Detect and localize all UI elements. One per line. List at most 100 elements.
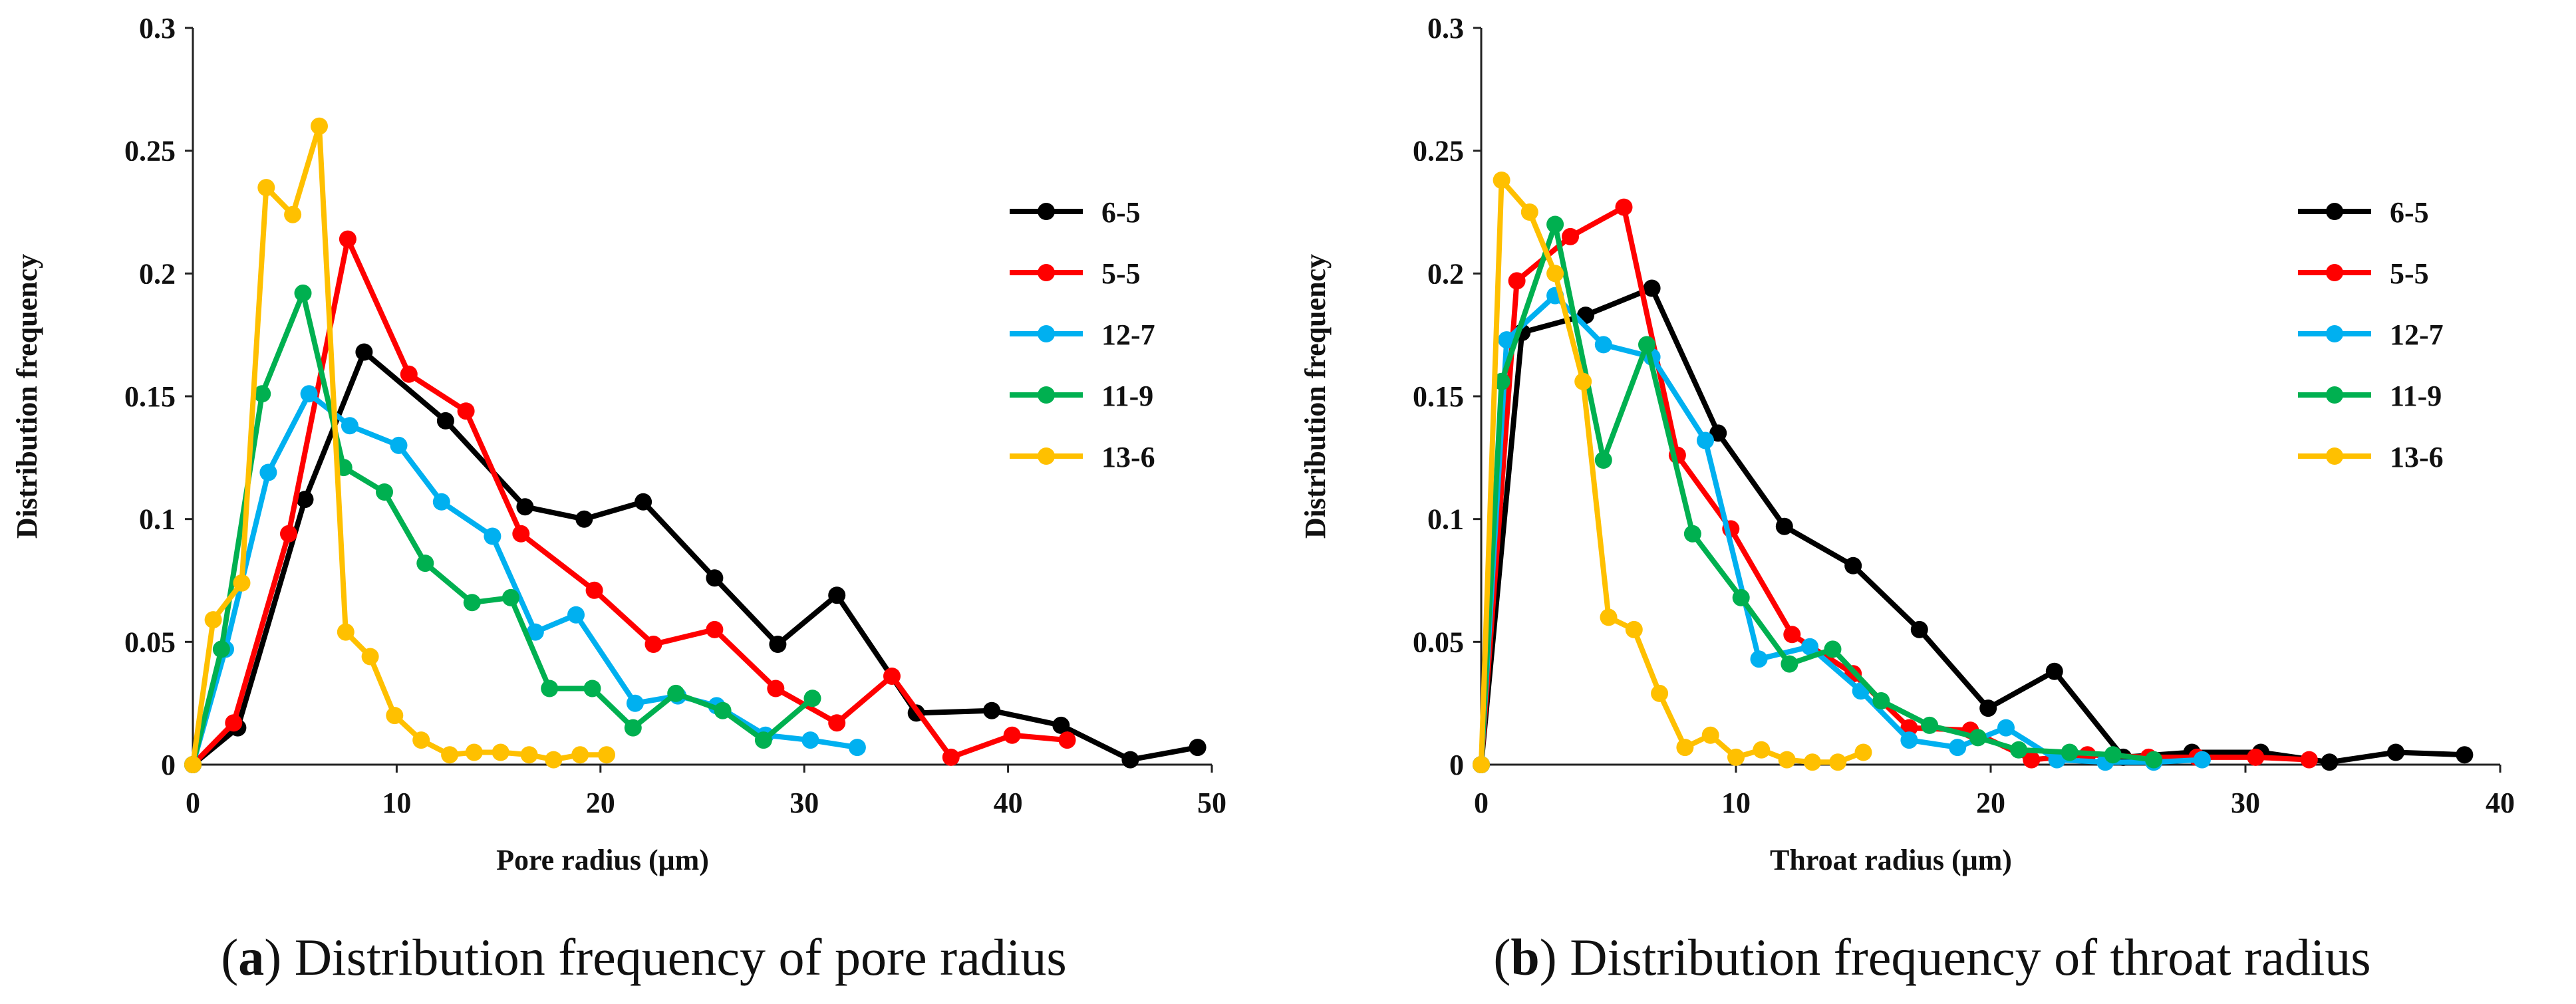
legend-item: 5-5 — [2298, 257, 2429, 290]
series-line — [1479, 204, 2309, 765]
data-point — [2300, 751, 2318, 769]
series-12-7 — [1473, 287, 2211, 773]
data-point — [801, 731, 819, 749]
data-point — [1651, 684, 1669, 702]
data-point — [1969, 729, 1987, 747]
legend-item: 13-6 — [1010, 441, 1155, 473]
series-line — [1479, 178, 1864, 765]
data-point — [259, 463, 277, 481]
data-point — [2010, 741, 2028, 759]
data-point — [1979, 699, 1997, 717]
legend-item: 12-7 — [1010, 318, 1155, 351]
chart-throat-radius: 0 0.05 0.1 0.15 0.2 0.25 0.3 0 10 20 30 40 Throat ra… — [1299, 12, 2515, 876]
y-tick-label: 0.2 — [139, 257, 176, 290]
legend-item: 11-9 — [2298, 380, 2442, 412]
legend-marker — [1038, 264, 1055, 281]
x-axis-title: Pore radius (μm) — [496, 844, 709, 876]
data-point — [436, 412, 454, 430]
data-point — [2321, 753, 2339, 771]
data-point — [341, 417, 358, 435]
x-tick-label: 20 — [586, 787, 615, 819]
data-point — [457, 402, 475, 420]
data-point — [2387, 743, 2404, 761]
x-tick-label: 40 — [2486, 787, 2515, 819]
caption-b: (b) Distribution frequency of throat rad… — [1493, 928, 2371, 986]
y-tick-label: 0.25 — [124, 135, 176, 168]
legend-label: 11-9 — [1101, 380, 1153, 412]
legend-item: 6-5 — [2298, 196, 2429, 229]
y-axis-title: Distribution frequency — [11, 254, 43, 539]
y-tick-label: 0 — [161, 749, 176, 781]
y-tick-label: 0.1 — [139, 503, 176, 536]
data-point — [1750, 650, 1768, 668]
panel-b: 0 0.05 0.1 0.15 0.2 0.25 0.3 0 10 20 30 40 Throat ra… — [1288, 0, 2576, 1004]
data-point — [516, 498, 534, 516]
data-point — [284, 205, 302, 223]
data-point — [233, 574, 251, 592]
data-point — [520, 746, 538, 764]
series-line — [1479, 285, 2465, 765]
data-point — [2048, 751, 2066, 769]
x-tick-label: 0 — [186, 787, 200, 819]
series-line — [1479, 293, 2203, 765]
data-point — [767, 680, 785, 697]
data-point — [706, 569, 724, 587]
data-point — [386, 707, 404, 725]
legend-marker — [2326, 203, 2343, 220]
data-point — [2145, 751, 2163, 769]
data-point — [1625, 620, 1643, 638]
data-point — [512, 525, 530, 543]
data-point — [1727, 748, 1745, 766]
series-5-5 — [1473, 198, 2318, 773]
data-point — [1803, 753, 1821, 771]
legend-marker — [2326, 325, 2343, 342]
x-tick-label: 30 — [789, 787, 819, 819]
legend-marker — [1038, 386, 1055, 404]
data-point — [2456, 746, 2474, 764]
data-point — [296, 491, 314, 509]
data-point — [204, 611, 222, 629]
data-point — [769, 636, 787, 653]
data-point — [754, 731, 772, 749]
data-point — [1775, 517, 1793, 535]
data-point — [212, 640, 230, 658]
data-point — [541, 680, 559, 697]
data-point — [1676, 739, 1694, 757]
legend-item: 6-5 — [1010, 196, 1141, 229]
series-11-9 — [1473, 215, 2163, 773]
data-point — [1900, 731, 1918, 749]
legend-marker — [1038, 325, 1055, 342]
data-point — [1997, 719, 2015, 737]
x-tick-label: 0 — [1474, 787, 1489, 819]
series-12-7 — [184, 385, 866, 773]
data-point — [2247, 748, 2265, 766]
x-axis-title: Throat radius (μm) — [1770, 844, 2012, 876]
data-point — [2104, 746, 2122, 764]
data-point — [714, 701, 732, 719]
y-tick-label: 0.3 — [139, 12, 176, 45]
data-point — [1701, 726, 1719, 744]
x-tick-label: 40 — [994, 787, 1023, 819]
data-point — [339, 230, 357, 248]
data-point — [1638, 336, 1655, 354]
legend-label: 13-6 — [1101, 441, 1155, 473]
data-point — [412, 731, 430, 749]
data-point — [1824, 640, 1842, 658]
data-point — [1783, 626, 1801, 644]
data-point — [626, 694, 644, 712]
data-point — [2061, 743, 2078, 761]
data-point — [883, 668, 901, 685]
data-point — [983, 701, 1001, 719]
data-point — [1600, 608, 1618, 626]
legend-marker — [2326, 386, 2343, 404]
data-point — [463, 594, 481, 612]
data-point — [1697, 432, 1714, 449]
legend-label: 5-5 — [1101, 257, 1141, 290]
caption-a: (a) Distribution frequency of pore radiu… — [221, 928, 1067, 986]
data-point — [184, 756, 202, 773]
data-point — [1594, 336, 1612, 354]
data-point — [257, 179, 275, 197]
data-point — [571, 746, 589, 764]
data-point — [311, 117, 328, 135]
panel-label-a: a — [238, 928, 265, 986]
